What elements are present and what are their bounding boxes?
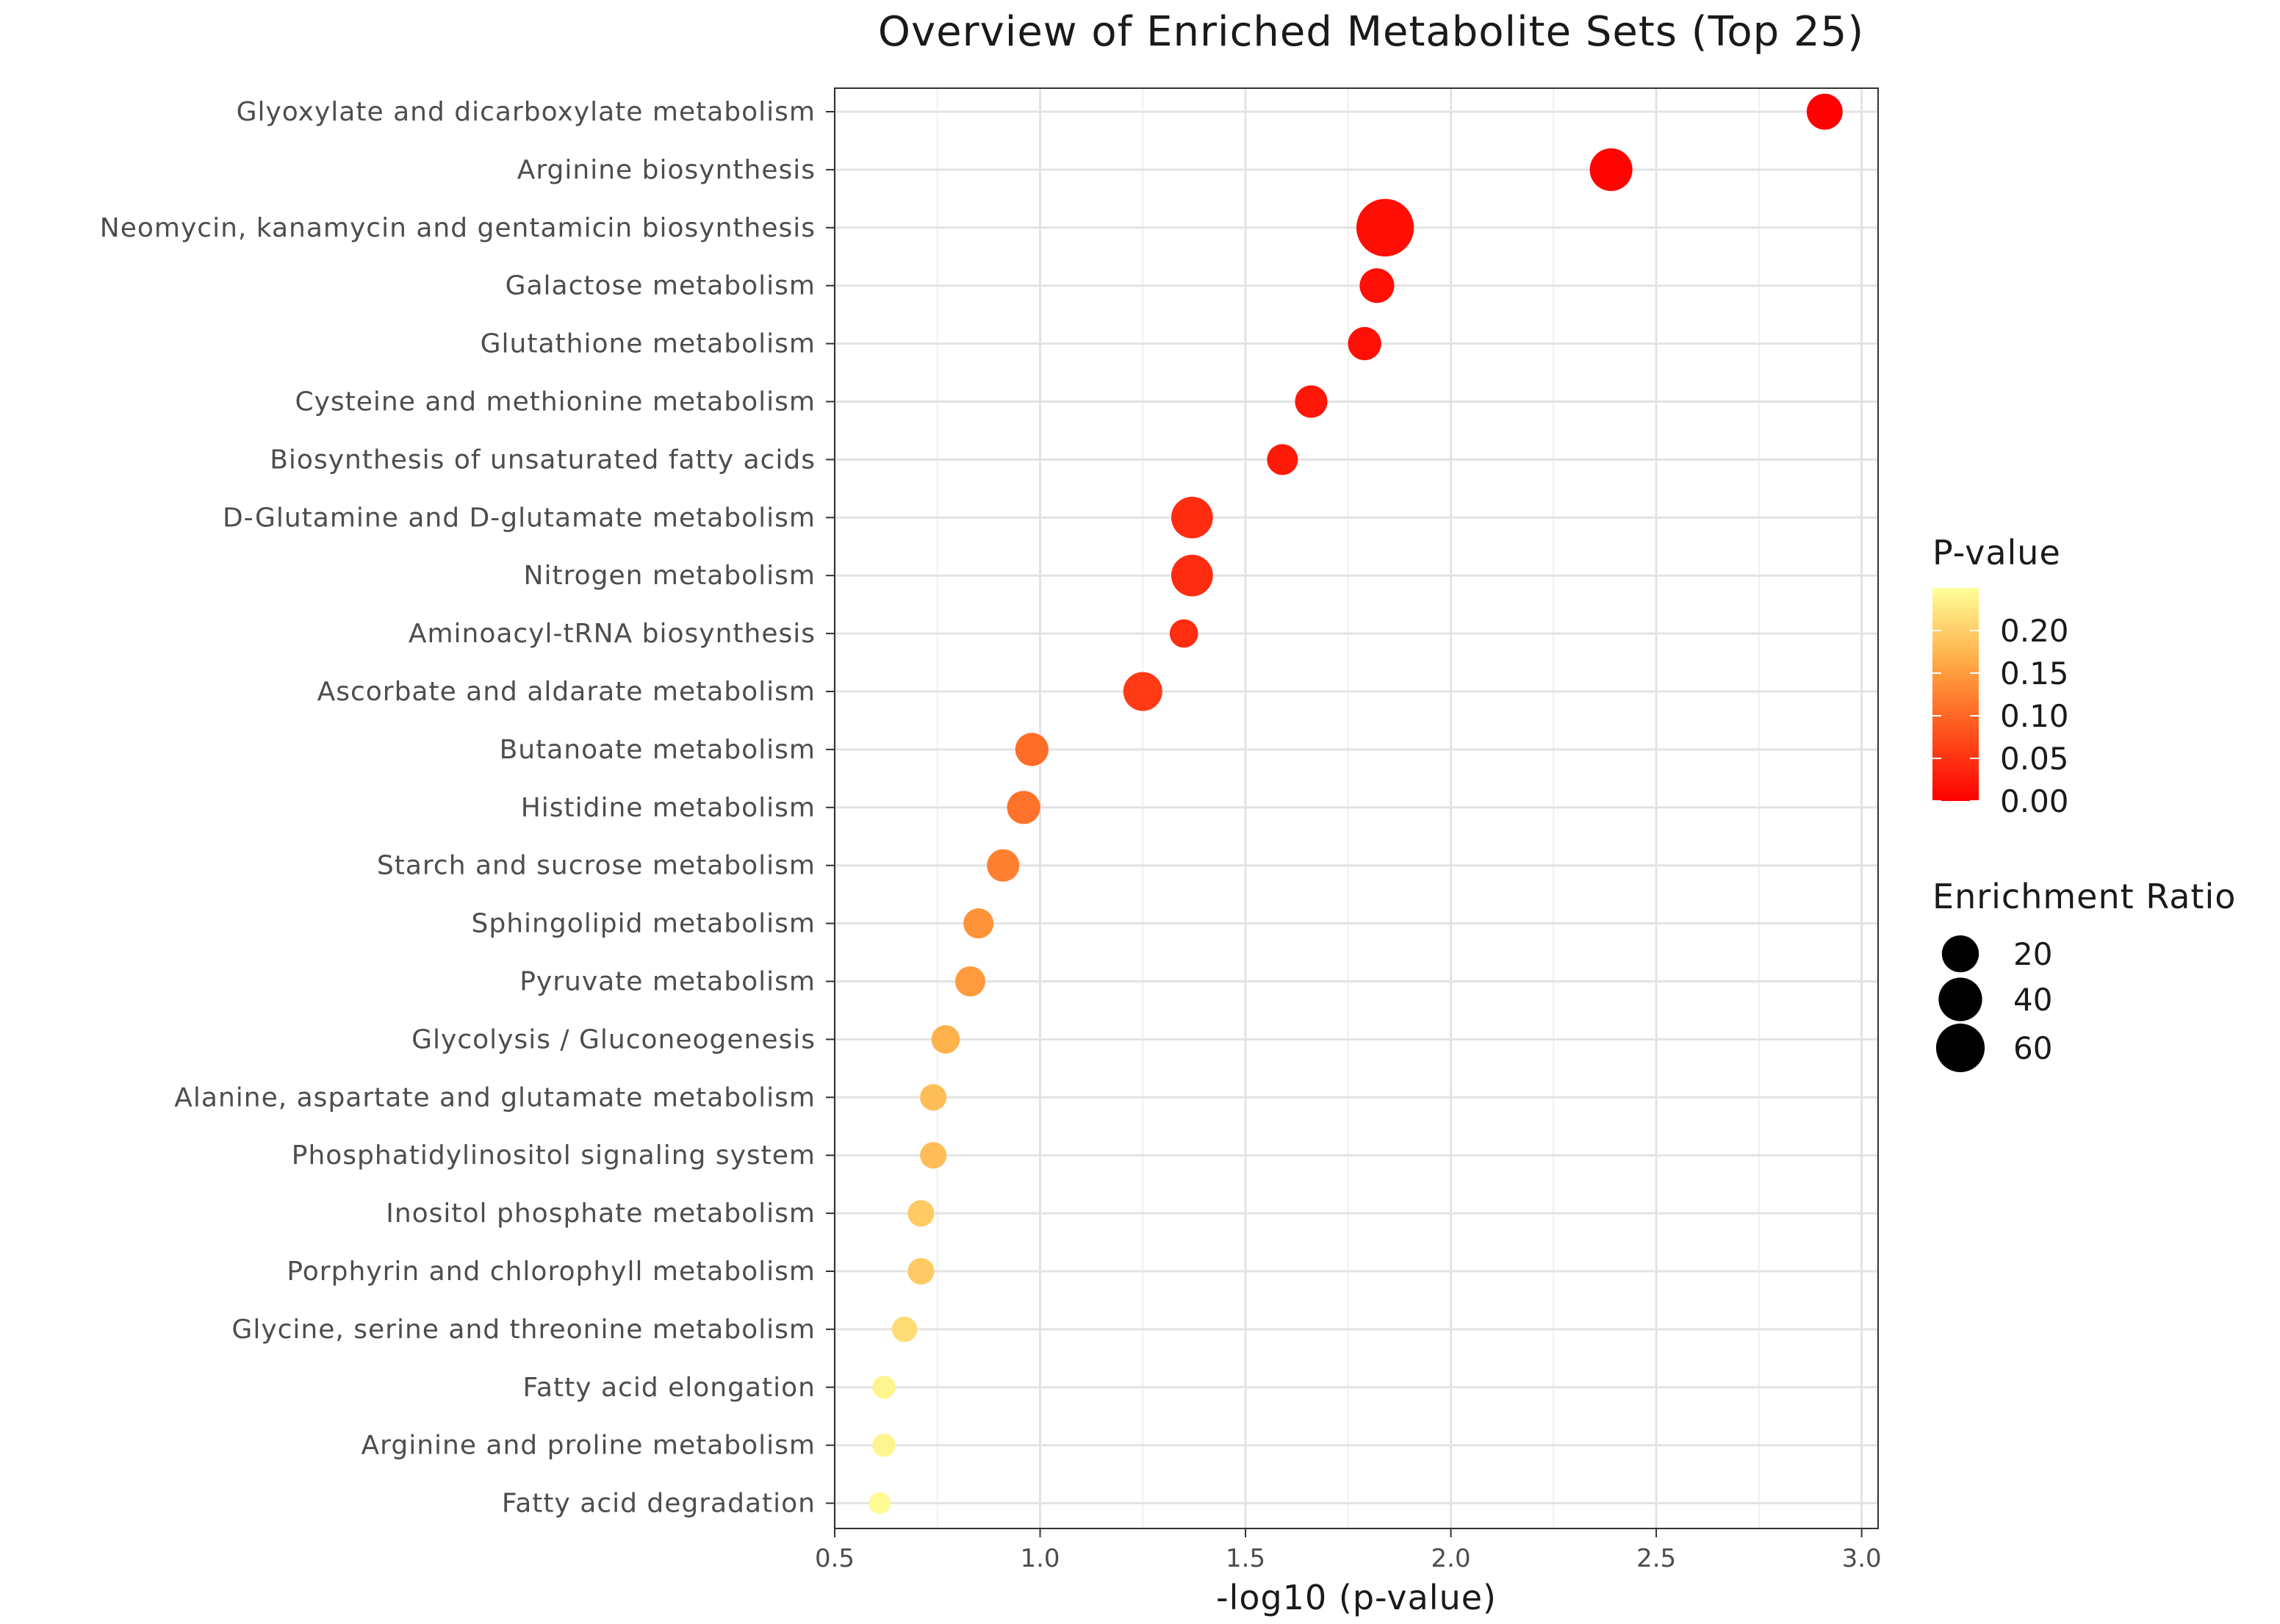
point-cysteine-and-methionine-metabolism bbox=[1295, 385, 1328, 418]
enrichment-ratio-legend-dot bbox=[1935, 1023, 1985, 1073]
pvalue-legend: P-value 0.20 0.15 0.10 0.05 0.00 bbox=[1932, 533, 2069, 819]
enrichment-ratio-legend-title: Enrichment Ratio bbox=[1932, 877, 2236, 916]
y-tick-label-glycine-serine-and-threonine-metabolism: Glycine, serine and threonine metabolism bbox=[231, 1315, 816, 1345]
point-starch-and-sucrose-metabolism bbox=[987, 849, 1020, 882]
y-tick-label-d-glutamine-and-d-glutamate-metabolism: D-Glutamine and D-glutamate metabolism bbox=[223, 503, 816, 533]
enrichment-ratio-legend-label: 20 bbox=[2013, 936, 2052, 972]
point-biosynthesis-of-unsaturated-fatty-acids bbox=[1267, 444, 1298, 475]
y-tick-label-fatty-acid-degradation: Fatty acid degradation bbox=[502, 1489, 816, 1519]
y-tick-label-porphyrin-and-chlorophyll-metabolism: Porphyrin and chlorophyll metabolism bbox=[287, 1257, 816, 1287]
x-tick-label: 2.5 bbox=[1636, 1544, 1676, 1573]
point-glycine-serine-and-threonine-metabolism bbox=[891, 1316, 918, 1343]
y-tick-label-aminoacyl-trna-biosynthesis: Aminoacyl-tRNA biosynthesis bbox=[409, 619, 816, 649]
point-arginine-biosynthesis bbox=[1589, 148, 1633, 191]
point-pyruvate-metabolism bbox=[954, 966, 985, 997]
pvalue-legend-label: 0.10 bbox=[2000, 698, 2069, 734]
y-tick-label-inositol-phosphate-metabolism: Inositol phosphate metabolism bbox=[386, 1199, 816, 1229]
pvalue-legend-title: P-value bbox=[1932, 533, 2061, 572]
point-galactose-metabolism bbox=[1359, 268, 1395, 303]
x-tick-label: 3.0 bbox=[1842, 1544, 1882, 1573]
point-butanoate-metabolism bbox=[1015, 733, 1049, 766]
y-tick-label-ascorbate-and-aldarate-metabolism: Ascorbate and aldarate metabolism bbox=[317, 677, 816, 707]
y-tick-label-butanoate-metabolism: Butanoate metabolism bbox=[500, 735, 816, 765]
enrichment-ratio-legend-items: 20 40 60 bbox=[1935, 935, 2052, 1073]
enrichment-ratio-legend-dot bbox=[1938, 977, 1982, 1021]
point-glutathione-metabolism bbox=[1348, 327, 1381, 361]
y-tick-label-histidine-metabolism: Histidine metabolism bbox=[521, 793, 816, 823]
enrichment-ratio-legend-label: 60 bbox=[2013, 1030, 2052, 1066]
y-tick-label-fatty-acid-elongation: Fatty acid elongation bbox=[523, 1373, 816, 1403]
x-tick-label: 0.5 bbox=[815, 1544, 855, 1573]
y-tick-label-glycolysis-gluconeogenesis: Glycolysis / Gluconeogenesis bbox=[411, 1024, 816, 1054]
x-tick-label: 1.5 bbox=[1226, 1544, 1265, 1573]
point-inositol-phosphate-metabolism bbox=[907, 1200, 935, 1227]
point-fatty-acid-degradation bbox=[869, 1492, 891, 1515]
point-d-glutamine-and-d-glutamate-metabolism bbox=[1171, 496, 1213, 539]
y-tick-label-starch-and-sucrose-metabolism: Starch and sucrose metabolism bbox=[377, 851, 816, 881]
y-tick-label-arginine-biosynthesis: Arginine biosynthesis bbox=[517, 155, 816, 185]
x-axis-title: -log10 (p-value) bbox=[1216, 1578, 1497, 1617]
pvalue-legend-label: 0.05 bbox=[2000, 741, 2069, 777]
y-tick-label-sphingolipid-metabolism: Sphingolipid metabolism bbox=[472, 909, 816, 939]
point-glyoxylate-and-dicarboxylate-metabolism bbox=[1806, 93, 1843, 130]
grid-layer bbox=[833, 88, 1878, 1528]
y-tick-label-nitrogen-metabolism: Nitrogen metabolism bbox=[524, 561, 816, 591]
y-tick-label-arginine-and-proline-metabolism: Arginine and proline metabolism bbox=[362, 1431, 816, 1461]
pvalue-legend-label: 0.00 bbox=[2000, 783, 2069, 819]
pvalue-legend-label: 0.15 bbox=[2000, 655, 2069, 691]
x-tick-label: 1.0 bbox=[1020, 1544, 1060, 1573]
y-tick-label-cysteine-and-methionine-metabolism: Cysteine and methionine metabolism bbox=[295, 387, 816, 417]
y-tick-label-alanine-aspartate-and-glutamate-metabolism: Alanine, aspartate and glutamate metabol… bbox=[174, 1082, 816, 1113]
pvalue-legend-label: 0.20 bbox=[2000, 613, 2069, 649]
point-ascorbate-and-aldarate-metabolism bbox=[1123, 672, 1162, 711]
point-sphingolipid-metabolism bbox=[963, 908, 994, 939]
point-nitrogen-metabolism bbox=[1171, 554, 1213, 597]
point-glycolysis-gluconeogenesis bbox=[931, 1025, 960, 1054]
point-fatty-acid-elongation bbox=[872, 1376, 896, 1399]
y-tick-label-pyruvate-metabolism: Pyruvate metabolism bbox=[519, 967, 816, 997]
y-axis: Glyoxylate and dicarboxylate metabolism A… bbox=[100, 97, 835, 1519]
chart-title: Overview of Enriched Metabolite Sets (To… bbox=[878, 8, 1864, 56]
enrichment-ratio-legend-label: 40 bbox=[2013, 982, 2052, 1018]
pvalue-colorbar bbox=[1932, 588, 1979, 801]
enrichment-ratio-legend: Enrichment Ratio 20 40 60 bbox=[1932, 877, 2236, 1073]
point-aminoacyl-trna-biosynthesis bbox=[1169, 619, 1198, 648]
point-phosphatidylinositol-signaling-system bbox=[920, 1142, 947, 1169]
pvalue-legend-ticks: 0.20 0.15 0.10 0.05 0.00 bbox=[1932, 613, 2069, 819]
y-tick-label-glyoxylate-and-dicarboxylate-metabolism: Glyoxylate and dicarboxylate metabolism bbox=[237, 97, 816, 127]
y-tick-label-neomycin-kanamycin-and-gentamicin-biosynthesis: Neomycin, kanamycin and gentamicin biosy… bbox=[100, 213, 816, 243]
point-alanine-aspartate-and-glutamate-metabolism bbox=[920, 1084, 947, 1111]
x-axis: 0.5 1.0 1.5 2.0 2.5 3.0 bbox=[815, 1528, 1882, 1573]
point-neomycin-kanamycin-and-gentamicin-biosynthesis bbox=[1356, 198, 1414, 256]
y-tick-label-phosphatidylinositol-signaling-system: Phosphatidylinositol signaling system bbox=[292, 1140, 816, 1171]
y-tick-label-biosynthesis-of-unsaturated-fatty-acids: Biosynthesis of unsaturated fatty acids bbox=[270, 445, 816, 475]
point-porphyrin-and-chlorophyll-metabolism bbox=[907, 1257, 935, 1285]
y-tick-label-galactose-metabolism: Galactose metabolism bbox=[506, 271, 816, 301]
y-tick-label-glutathione-metabolism: Glutathione metabolism bbox=[481, 329, 816, 359]
point-arginine-and-proline-metabolism bbox=[872, 1433, 896, 1457]
x-tick-label: 2.0 bbox=[1431, 1544, 1471, 1573]
point-histidine-metabolism bbox=[1007, 791, 1040, 824]
data-points bbox=[869, 93, 1843, 1515]
enrichment-ratio-legend-dot bbox=[1941, 935, 1979, 973]
plot-panel-border bbox=[834, 87, 1879, 1529]
